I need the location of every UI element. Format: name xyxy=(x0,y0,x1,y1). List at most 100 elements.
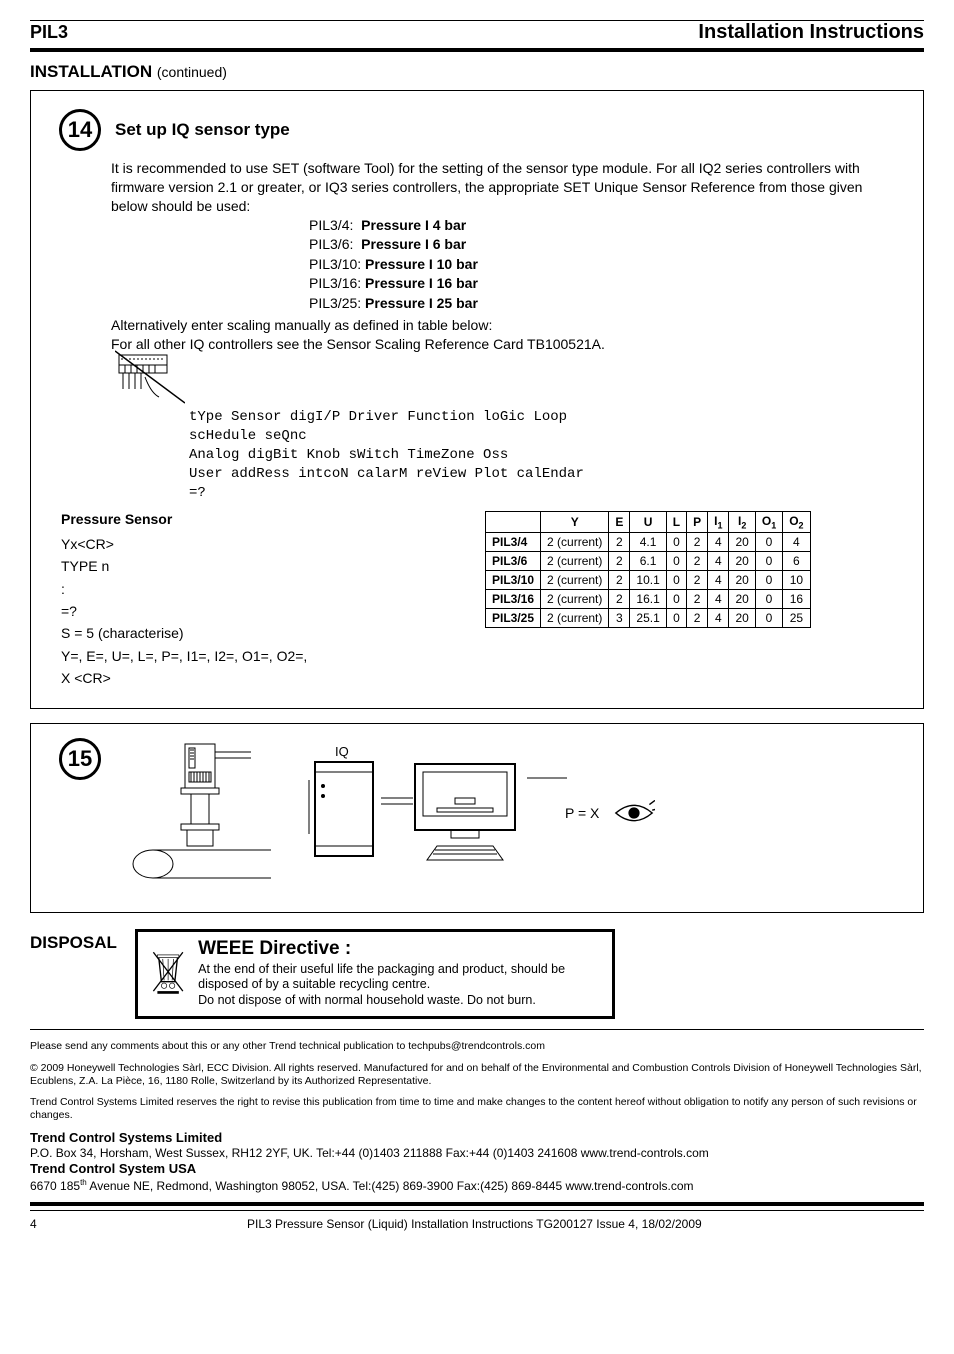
cell: 6 xyxy=(783,552,810,571)
ref-row: PIL3/25: Pressure I 25 bar xyxy=(309,294,895,314)
th-e: E xyxy=(609,511,630,532)
step14-para2a: Alternatively enter scaling manually as … xyxy=(111,316,895,335)
step15-number-circle: 15 xyxy=(59,738,101,780)
cell: 6.1 xyxy=(630,552,666,571)
step14-ref-list: PIL3/4: Pressure I 4 bar PIL3/6: Pressur… xyxy=(309,216,895,314)
ref-label: PIL3/16: xyxy=(309,275,361,291)
pressure-sensor-heading: Pressure Sensor xyxy=(61,511,485,527)
section-continued: (continued) xyxy=(157,64,227,80)
iq-controller-icon xyxy=(309,756,379,866)
footer-center: PIL3 Pressure Sensor (Liquid) Installati… xyxy=(37,1217,912,1231)
weee-text-block: WEEE Directive : At the end of their use… xyxy=(198,938,602,1009)
addr2: 6670 185th Avenue NE, Redmond, Washingto… xyxy=(30,1178,924,1194)
cell: 25 xyxy=(783,609,810,628)
table-row: PIL3/10 2 (current) 2 10.1 0 2 4 20 0 10 xyxy=(486,571,811,590)
th-i1: I1 xyxy=(708,511,729,532)
company2: Trend Control System USA xyxy=(30,1161,924,1177)
table-header-row: Y E U L P I1 I2 O1 O2 xyxy=(486,511,811,532)
cell: 0 xyxy=(755,571,782,590)
cell: 2 xyxy=(609,533,630,552)
cell: 20 xyxy=(729,571,755,590)
th-o2: O2 xyxy=(783,511,810,532)
cell: 4.1 xyxy=(630,533,666,552)
sensor-pipe-icon xyxy=(131,738,281,888)
cell: 2 xyxy=(609,552,630,571)
cell: 4 xyxy=(708,533,729,552)
cell: 10 xyxy=(783,571,810,590)
rule-bottom-thin xyxy=(30,1210,924,1211)
cell: 25.1 xyxy=(630,609,666,628)
cell: 20 xyxy=(729,552,755,571)
th-u: U xyxy=(630,511,666,532)
cell: 10.1 xyxy=(630,571,666,590)
disposal-section: DISPOSAL WEEE Directive : At the end of … xyxy=(30,929,924,1020)
weee-text2: Do not dispose of with normal household … xyxy=(198,993,602,1009)
weee-bin-icon xyxy=(148,938,188,1008)
th-o1: O1 xyxy=(755,511,782,532)
table-row: PIL3/4 2 (current) 2 4.1 0 2 4 20 0 4 xyxy=(486,533,811,552)
company1: Trend Control Systems Limited xyxy=(30,1130,924,1146)
fineprint: Please send any comments about this or a… xyxy=(30,1040,924,1193)
cell: 0 xyxy=(755,590,782,609)
ref-label: PIL3/6: xyxy=(309,236,353,252)
step14-header: 14 Set up IQ sensor type xyxy=(59,109,895,151)
step14-number-circle: 14 xyxy=(59,109,101,151)
cell: 0 xyxy=(666,609,686,628)
step14-para1: It is recommended to use SET (software T… xyxy=(111,159,895,216)
section-title: INSTALLATION (continued) xyxy=(30,62,924,82)
cell: 16 xyxy=(783,590,810,609)
cell: 0 xyxy=(666,590,686,609)
ref-row: PIL3/6: Pressure I 6 bar xyxy=(309,235,895,255)
cell: 0 xyxy=(755,552,782,571)
cell: 4 xyxy=(708,552,729,571)
rule-bottom-thick xyxy=(30,1202,924,1206)
px-label: P = X xyxy=(565,805,599,821)
weee-box: WEEE Directive : At the end of their use… xyxy=(135,929,615,1020)
cell: 16.1 xyxy=(630,590,666,609)
header-right: Installation Instructions xyxy=(698,21,924,44)
cell: 2 xyxy=(687,609,708,628)
cell: 0 xyxy=(755,533,782,552)
cell: 2 (current) xyxy=(541,533,609,552)
cell: 0 xyxy=(755,609,782,628)
eye-icon xyxy=(613,800,655,826)
step14-number: 14 xyxy=(68,117,92,143)
scaling-table-wrap: Y E U L P I1 I2 O1 O2 PIL3/4 2 (current)… xyxy=(485,511,811,628)
page-footer: 4 PIL3 Pressure Sensor (Liquid) Installa… xyxy=(30,1217,924,1231)
rule-top-thick xyxy=(30,48,924,52)
cell: 0 xyxy=(666,533,686,552)
pressure-sensor-left: Pressure Sensor Yx<CR> TYPE n : =? S = 5… xyxy=(59,511,485,690)
step15-number: 15 xyxy=(68,746,92,772)
th-p: P xyxy=(687,511,708,532)
pressure-sensor-lines: Yx<CR> TYPE n : =? S = 5 (characterise) … xyxy=(61,533,485,690)
cell: 20 xyxy=(729,609,755,628)
addr1: P.O. Box 34, Horsham, West Sussex, RH12 … xyxy=(30,1146,924,1161)
cell: PIL3/16 xyxy=(486,590,541,609)
table-row: PIL3/25 2 (current) 3 25.1 0 2 4 20 0 25 xyxy=(486,609,811,628)
header-left: PIL3 xyxy=(30,22,68,43)
table-row: PIL3/6 2 (current) 2 6.1 0 2 4 20 0 6 xyxy=(486,552,811,571)
ref-value: Pressure I 10 bar xyxy=(365,256,478,272)
ref-value: Pressure I 6 bar xyxy=(361,236,466,252)
weee-text1: At the end of their useful life the pack… xyxy=(198,962,602,993)
rule-fineprint-top xyxy=(30,1029,924,1030)
cell: 0 xyxy=(666,552,686,571)
section-title-text: INSTALLATION xyxy=(30,62,152,81)
cell: 4 xyxy=(708,590,729,609)
ref-value: Pressure I 16 bar xyxy=(365,275,478,291)
th-l: L xyxy=(666,511,686,532)
cell: 2 xyxy=(609,571,630,590)
step14-title: Set up IQ sensor type xyxy=(115,120,290,140)
cell: 2 xyxy=(687,571,708,590)
footer-page-number: 4 xyxy=(30,1217,37,1231)
addr2-pre: 6670 185 xyxy=(30,1179,80,1193)
ref-row: PIL3/16: Pressure I 16 bar xyxy=(309,274,895,294)
step14-box: 14 Set up IQ sensor type It is recommend… xyxy=(30,90,924,709)
cell: 2 xyxy=(687,590,708,609)
ref-label: PIL3/10: xyxy=(309,256,361,272)
cell: 2 xyxy=(687,552,708,571)
step14-mono-block: tYpe Sensor digI/P Driver Function loGic… xyxy=(189,408,895,502)
addr2-sup: th xyxy=(80,1178,87,1187)
fineprint-l3: Trend Control Systems Limited reserves t… xyxy=(30,1096,924,1122)
cell: 4 xyxy=(708,571,729,590)
